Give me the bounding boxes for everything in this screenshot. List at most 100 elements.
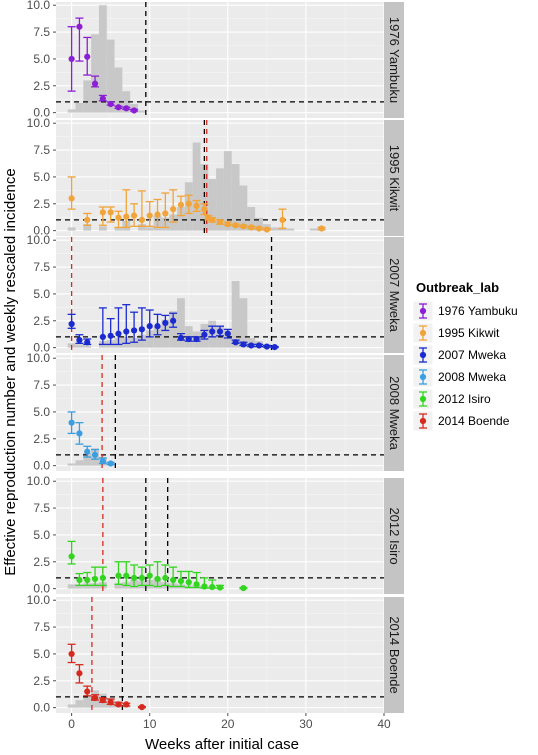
data-point	[84, 448, 91, 455]
data-point	[209, 328, 216, 335]
data-point	[130, 212, 138, 219]
incidence-bar	[247, 207, 256, 231]
legend-title: Outbreak_lab	[416, 280, 499, 295]
incidence-bar	[223, 330, 232, 348]
incidence-bar	[138, 224, 146, 231]
data-point	[193, 581, 200, 588]
legend-key-point	[419, 329, 427, 337]
incidence-bar	[138, 110, 146, 113]
data-point	[146, 572, 153, 579]
incidence-bar	[208, 179, 217, 231]
y-tick-label: 5.0	[33, 528, 50, 542]
data-point	[76, 576, 83, 584]
strip-background	[384, 597, 404, 713]
incidence-bar	[138, 334, 146, 348]
data-point	[209, 216, 216, 223]
y-tick-label: 7.5	[33, 620, 50, 634]
data-point	[130, 107, 138, 114]
incidence-bar	[83, 224, 92, 231]
y-tick-label: 10.0	[27, 474, 51, 488]
y-tick-label: 0.0	[33, 106, 50, 120]
incidence-bar	[67, 584, 76, 589]
y-tick-label: 2.5	[33, 674, 50, 688]
incidence-bar	[309, 228, 318, 231]
data-point	[99, 697, 106, 704]
panel: 0.0 2.5 5.0 7.5 10.0 2014 Boende	[27, 593, 404, 715]
strip-label: 2008 Mweka	[387, 376, 402, 450]
data-point	[138, 574, 146, 581]
strip-label: 2014 Boende	[387, 616, 402, 693]
data-point	[68, 195, 75, 202]
data-point	[162, 210, 169, 217]
legend-key-point	[419, 307, 427, 315]
data-point	[138, 216, 146, 223]
data-point	[107, 460, 114, 467]
data-point	[68, 553, 75, 560]
data-point	[115, 104, 122, 111]
data-point	[99, 458, 106, 465]
incidence-bar	[98, 5, 107, 113]
y-tick-label: 10.0	[27, 593, 51, 607]
incidence-bar	[75, 460, 84, 466]
incidence-bar	[122, 91, 131, 113]
strip-background	[384, 2, 404, 118]
legend-key-point	[419, 417, 427, 425]
data-point	[263, 343, 270, 350]
panel: 0.0 2.5 5.0 7.5 10.0 2012 Isiro	[27, 474, 404, 596]
legend-label: 1976 Yambuku	[438, 304, 518, 318]
y-tick-label: 7.5	[33, 378, 50, 392]
data-point	[201, 206, 208, 213]
data-point	[279, 216, 286, 223]
y-tick-label: 5.0	[33, 405, 50, 419]
data-point	[201, 583, 208, 590]
data-point	[170, 576, 177, 584]
incidence-bar	[192, 142, 201, 231]
data-point	[240, 584, 247, 592]
y-tick-label: 10.0	[27, 0, 51, 12]
data-point	[68, 320, 75, 328]
strip-background	[384, 478, 404, 594]
data-point	[84, 339, 91, 346]
data-point	[76, 337, 83, 344]
panels-layer: 0.0 2.5 5.0 7.5 10.0 1976 Yambuku 0.0 2.5 5.0 7.5…	[27, 0, 404, 731]
x-axis-title: Weeks after initial case	[145, 736, 299, 753]
legend-label: 2008 Mweka	[438, 370, 506, 384]
incidence-bar	[200, 164, 209, 231]
y-tick-label: 0.0	[33, 341, 50, 355]
legend-item: 2007 Mweka	[412, 344, 506, 366]
data-point	[154, 211, 161, 218]
data-point	[224, 330, 231, 337]
incidence-bar	[67, 227, 76, 231]
legend-label: 2012 Isiro	[438, 392, 491, 406]
data-point	[177, 201, 185, 208]
data-point	[84, 688, 91, 695]
data-point	[76, 23, 83, 30]
y-tick-label: 7.5	[33, 143, 50, 157]
data-point	[240, 341, 247, 348]
y-tick-label: 0.0	[33, 224, 50, 238]
data-point	[115, 572, 122, 579]
legend-item: 2014 Boende	[412, 410, 510, 432]
incidence-bar	[75, 344, 84, 348]
y-tick-label: 5.0	[33, 52, 50, 66]
data-point	[201, 331, 208, 338]
y-tick-label: 0.0	[33, 459, 50, 473]
incidence-bar	[177, 298, 185, 348]
data-point	[107, 699, 114, 706]
data-point	[146, 212, 153, 219]
data-point	[130, 327, 138, 334]
incidence-bar	[75, 102, 84, 113]
legend-item: 1976 Yambuku	[412, 300, 518, 322]
incidence-bar	[239, 298, 248, 348]
legend-item: 2008 Mweka	[412, 366, 506, 388]
incidence-bar	[161, 319, 170, 348]
data-point	[193, 202, 200, 210]
y-tick-label: 0.0	[33, 582, 50, 596]
incidence-bar	[91, 34, 99, 113]
data-point	[84, 216, 91, 223]
legend-items: 1976 Yambuku 1995 Kikwit 2007 Mweka 2008 Mw…	[412, 300, 518, 432]
incidence-bar	[67, 704, 76, 708]
panel: 0.0 2.5 5.0 7.5 10.0 2008 Mweka	[27, 351, 404, 473]
strip-label: 2007 Mweka	[387, 258, 402, 332]
